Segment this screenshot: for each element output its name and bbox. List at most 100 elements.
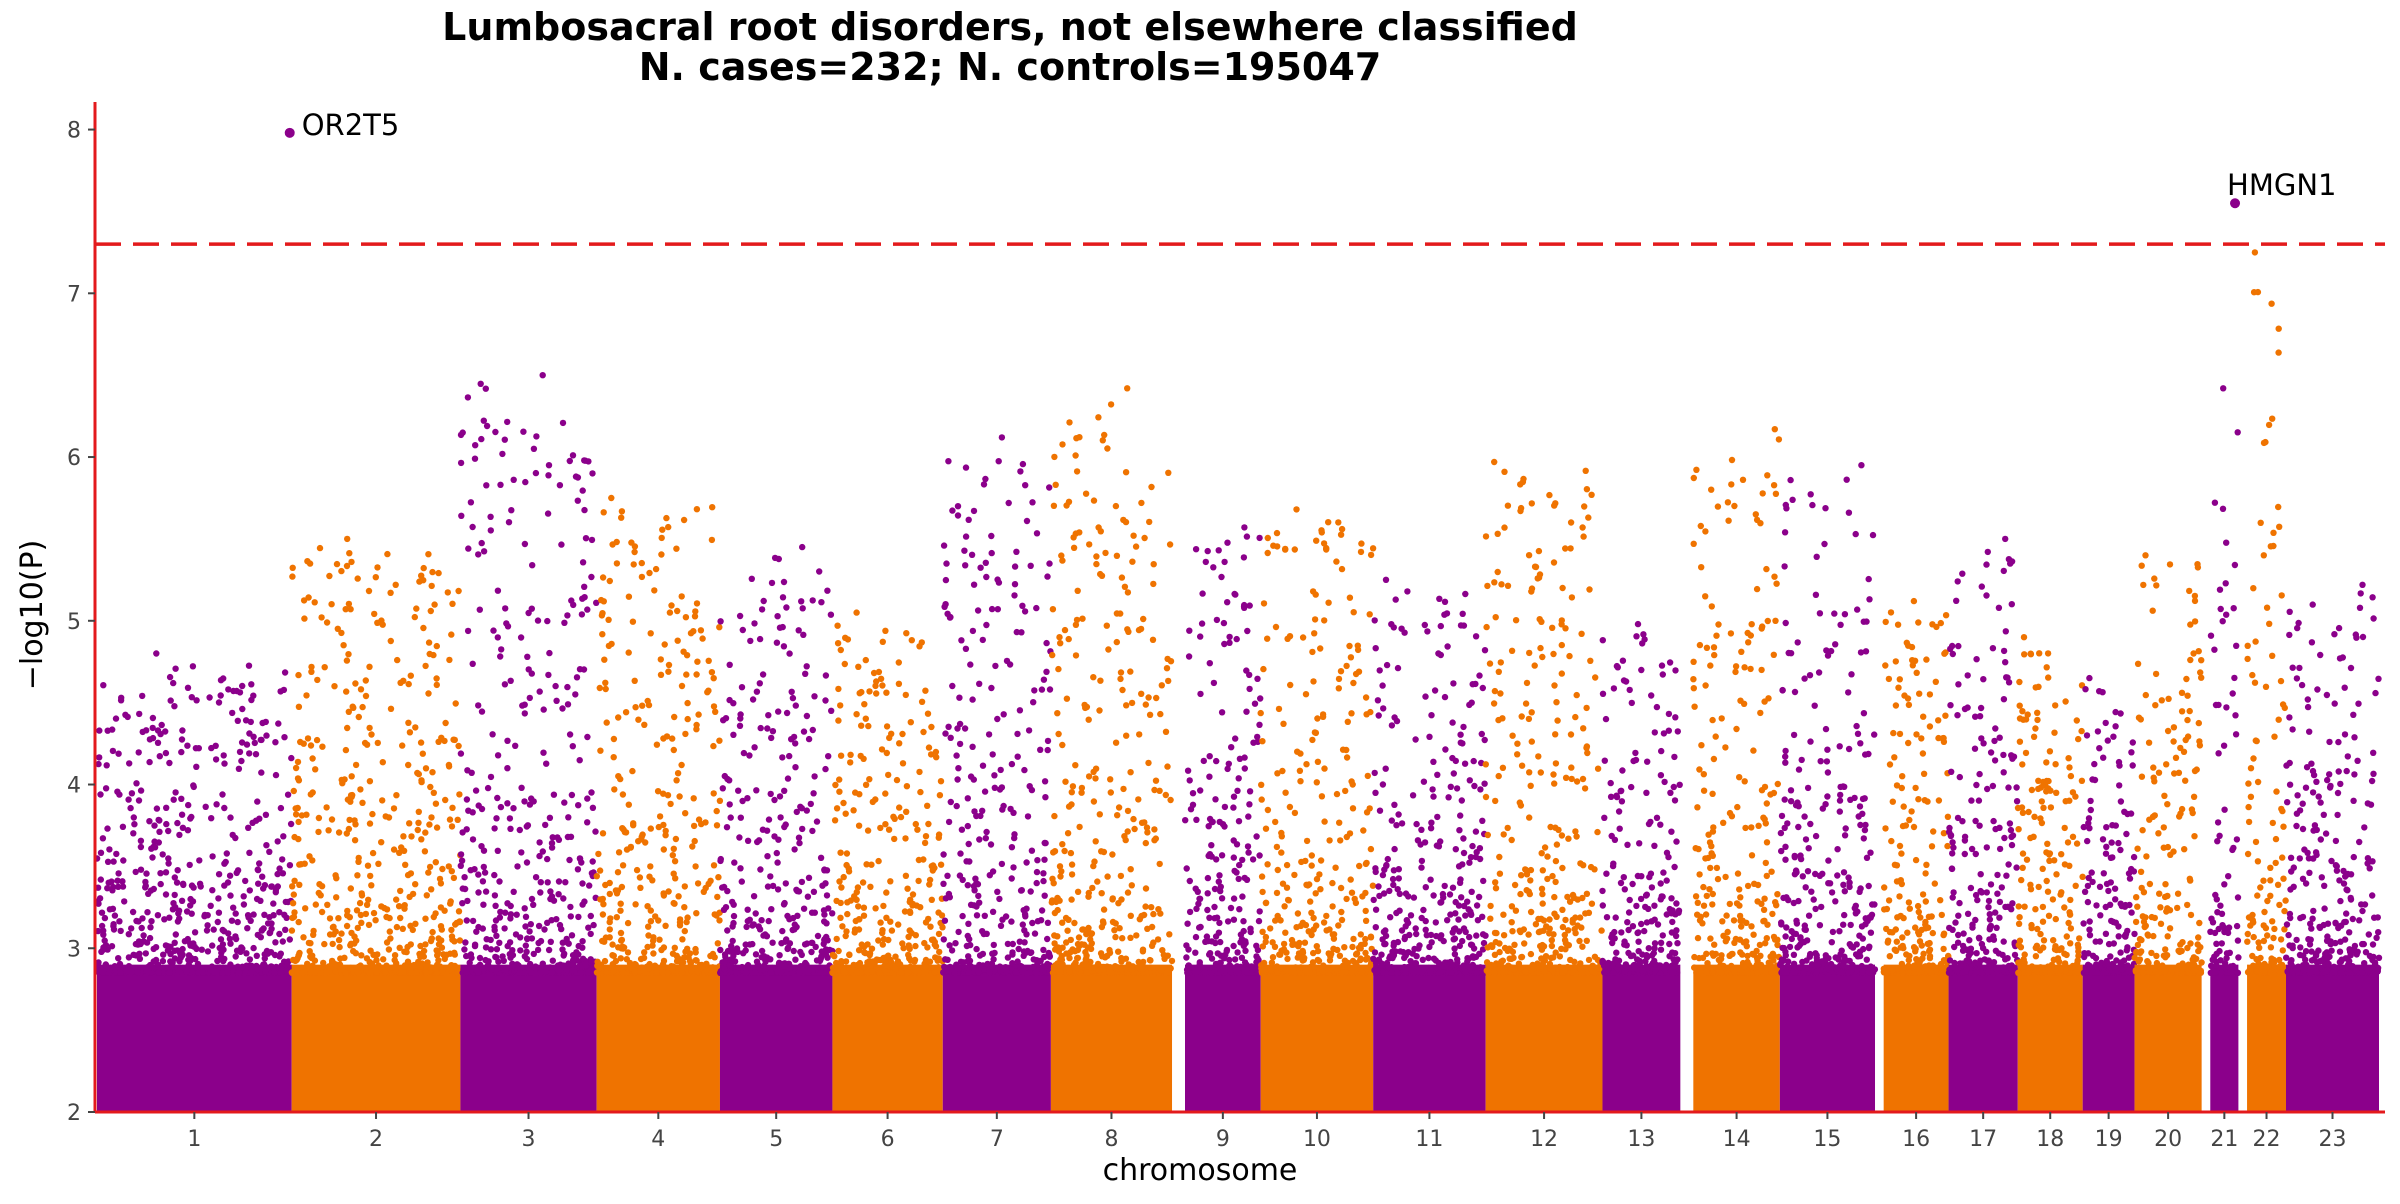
snp-point	[277, 804, 285, 812]
snp-point	[781, 899, 788, 907]
snp-point	[395, 903, 403, 910]
snp-point	[1014, 730, 1021, 738]
snp-point	[553, 916, 560, 923]
snp-point	[1121, 583, 1129, 590]
snp-point	[542, 821, 549, 829]
snp-point	[1156, 787, 1163, 794]
snp-point	[1072, 762, 1079, 769]
snp-point	[660, 735, 667, 742]
snp-point	[401, 902, 408, 909]
snp-point	[302, 905, 309, 912]
snp-point	[1070, 534, 1077, 541]
snp-point	[807, 800, 814, 808]
snp-point	[712, 966, 719, 974]
snp-point	[987, 841, 995, 848]
snp-point	[1442, 746, 1449, 753]
snp-point	[1323, 546, 1330, 553]
snp-point	[732, 969, 740, 976]
snp-point	[256, 815, 263, 822]
snp-point	[357, 786, 364, 793]
snp-point	[1140, 911, 1148, 919]
snp-point	[1394, 938, 1402, 946]
snp-point	[256, 860, 263, 867]
snp-point	[1197, 633, 1204, 640]
snp-point	[736, 722, 744, 729]
snp-point	[1205, 823, 1212, 830]
snp-point	[651, 587, 658, 594]
snp-point	[140, 932, 147, 939]
snp-point	[647, 825, 654, 832]
snp-point	[109, 726, 116, 733]
snp-point	[1254, 675, 1261, 682]
snp-point	[1302, 857, 1309, 865]
snp-point	[1264, 534, 1272, 542]
snp-point	[127, 804, 134, 812]
snp-point	[1434, 771, 1441, 778]
snp-point	[802, 670, 809, 677]
snp-point	[1206, 815, 1214, 823]
snp-point	[739, 626, 746, 634]
snp-point	[117, 969, 124, 976]
snp-point	[759, 826, 767, 833]
snp-point	[1192, 933, 1200, 941]
snp-point	[674, 607, 681, 615]
snp-point	[435, 941, 443, 948]
snp-point	[257, 934, 264, 941]
snp-point	[289, 564, 296, 571]
snp-point	[1068, 861, 1076, 868]
snp-point	[703, 960, 710, 967]
snp-point	[1567, 545, 1574, 552]
snp-point	[883, 889, 890, 896]
snp-point	[752, 969, 759, 976]
snp-point	[482, 888, 490, 895]
snp-point	[954, 512, 962, 519]
snp-point	[600, 598, 607, 605]
snp-point	[1450, 770, 1458, 777]
snp-point	[1564, 893, 1571, 901]
snp-point	[1514, 740, 1521, 747]
snp-point	[837, 646, 844, 654]
snp-point	[426, 863, 434, 871]
snp-point	[1496, 948, 1503, 956]
snp-point	[208, 744, 215, 752]
snp-point	[906, 955, 913, 962]
snp-point	[1379, 781, 1387, 788]
snp-point	[355, 963, 362, 970]
snp-point	[964, 795, 971, 802]
snp-point	[1527, 877, 1534, 884]
snp-point	[1163, 665, 1171, 672]
snp-point	[888, 730, 895, 737]
snp-point	[710, 742, 717, 750]
snp-point	[1479, 817, 1486, 824]
snp-point	[831, 953, 838, 960]
snp-point	[254, 966, 262, 973]
snp-point	[1318, 793, 1326, 800]
snp-point	[518, 849, 525, 856]
snp-point	[152, 956, 160, 964]
snp-point	[1008, 844, 1016, 851]
snp-point	[354, 575, 361, 582]
snp-point	[1430, 793, 1437, 800]
snp-point	[564, 612, 571, 619]
snp-point	[162, 749, 170, 757]
snp-point	[289, 573, 296, 580]
snp-point	[1023, 517, 1031, 525]
snp-point	[893, 776, 901, 784]
snp-point	[1316, 871, 1323, 878]
snp-point	[1056, 863, 1064, 870]
snp-point	[736, 834, 743, 841]
snp-point	[1230, 916, 1238, 923]
snp-point	[1107, 401, 1115, 408]
snp-point	[184, 935, 191, 943]
snp-point	[143, 727, 150, 734]
snp-point	[1469, 842, 1476, 850]
snp-point	[724, 927, 731, 934]
snp-point	[478, 435, 485, 443]
snp-point	[901, 908, 909, 915]
snp-point	[1480, 939, 1488, 947]
snp-point	[1076, 434, 1083, 441]
data-points	[93, 249, 2383, 1112]
snp-point	[877, 919, 884, 926]
snp-point	[850, 807, 857, 814]
snp-point	[1321, 765, 1328, 772]
